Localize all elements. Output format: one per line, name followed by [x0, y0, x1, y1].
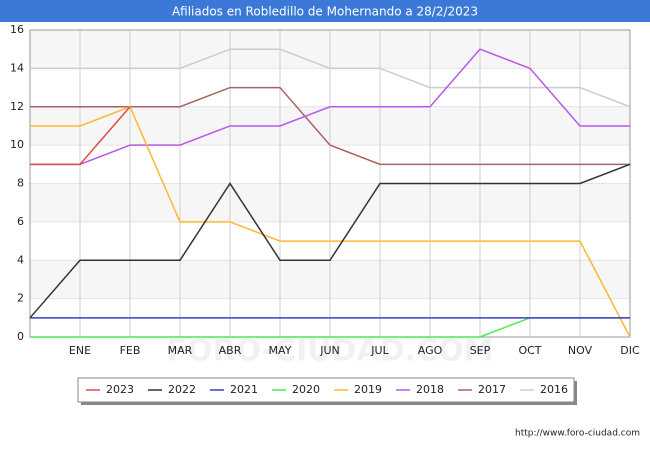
- legend-label: 2021: [230, 383, 258, 396]
- y-tick-label: 2: [17, 292, 24, 305]
- watermark: FORO-CIUDAD.COM: [167, 334, 494, 369]
- x-tick-label: OCT: [518, 344, 541, 357]
- x-tick-label: NOV: [568, 344, 593, 357]
- source: http://www.foro-ciudad.com: [515, 429, 640, 439]
- x-tick-label: FEB: [120, 344, 141, 357]
- x-tick-label: JUL: [370, 344, 389, 357]
- y-tick-label: 8: [17, 177, 24, 190]
- series-line: [30, 48, 630, 166]
- legend-label: 2019: [354, 383, 382, 396]
- y-tick-label: 12: [10, 100, 24, 113]
- legend-label: 2022: [168, 383, 196, 396]
- legend-label: 2023: [106, 383, 134, 396]
- y-tick-label: 6: [17, 215, 24, 228]
- chart-title: Afiliados en Robledillo de Mohernando a …: [172, 5, 478, 19]
- legend-label: 2016: [540, 383, 568, 396]
- x-tick-label: ENE: [69, 344, 91, 357]
- y-tick-label: 10: [10, 138, 24, 151]
- y-tick-label: 16: [10, 23, 24, 36]
- x-tick-label: ABR: [219, 344, 242, 357]
- series-line: [30, 106, 131, 166]
- y-tick-label: 14: [10, 61, 24, 74]
- x-tick-label: MAR: [168, 344, 193, 357]
- x-tick-label: SEP: [470, 344, 491, 357]
- series-line: [29, 163, 631, 319]
- legend-label: 2018: [416, 383, 444, 396]
- x-tick-label: MAY: [269, 344, 292, 357]
- x-tick-label: JUN: [319, 344, 340, 357]
- y-tick-label: 0: [17, 330, 24, 343]
- legend-label: 2017: [478, 383, 506, 396]
- y-tick-label: 4: [17, 253, 24, 266]
- x-tick-label: AGO: [418, 344, 443, 357]
- title-bar: [0, 0, 650, 22]
- series-line: [30, 48, 631, 108]
- x-tick-label: DIC: [620, 344, 640, 357]
- legend-label: 2020: [292, 383, 320, 396]
